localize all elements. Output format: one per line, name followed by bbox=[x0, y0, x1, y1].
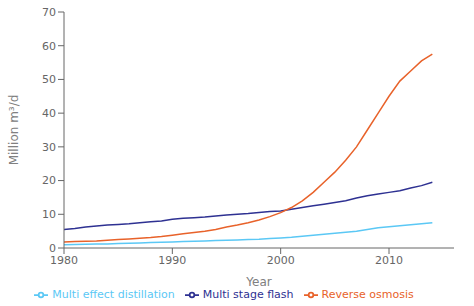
svg-text:1980: 1980 bbox=[50, 254, 78, 267]
svg-text:20: 20 bbox=[42, 174, 56, 187]
svg-text:50: 50 bbox=[42, 73, 56, 86]
svg-text:10: 10 bbox=[42, 208, 56, 221]
svg-text:Million m³/d: Million m³/d bbox=[8, 95, 21, 166]
html-text:Multi effect distillation: Multi effect distillation bbox=[52, 288, 175, 301]
svg-text:2000: 2000 bbox=[267, 254, 295, 267]
svg-text:40: 40 bbox=[42, 107, 56, 120]
svg-text:30: 30 bbox=[42, 141, 56, 154]
svg-text:Year: Year bbox=[245, 275, 271, 289]
svg-text:1990: 1990 bbox=[158, 254, 186, 267]
html-text:Reverse osmosis: Reverse osmosis bbox=[321, 288, 414, 301]
svg-text:70: 70 bbox=[42, 6, 56, 19]
html-text:Multi stage flash: Multi stage flash bbox=[202, 288, 294, 301]
svg-text:60: 60 bbox=[42, 40, 56, 53]
svg-text:0: 0 bbox=[49, 242, 56, 255]
svg-text:2010: 2010 bbox=[375, 254, 403, 267]
